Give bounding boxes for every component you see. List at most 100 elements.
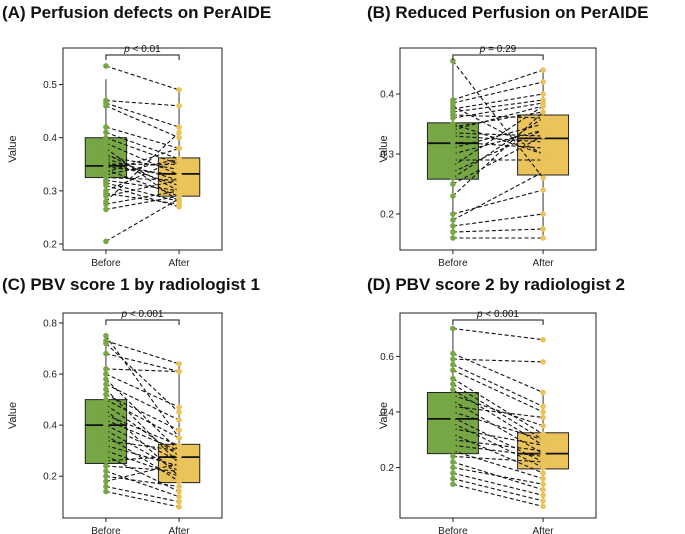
point-after xyxy=(176,361,182,367)
panel-title: (A) Perfusion defects on PerAIDE xyxy=(2,3,271,22)
plot-frame xyxy=(399,312,597,519)
point-before xyxy=(450,211,456,217)
y-tick-label: 0.6 xyxy=(43,370,57,381)
pair-line xyxy=(105,179,180,197)
point-before xyxy=(103,381,109,388)
pair-line xyxy=(452,123,544,155)
point-before xyxy=(103,332,109,339)
y-tick-label: 0.4 xyxy=(380,407,394,418)
point-before xyxy=(103,401,109,408)
pair-line xyxy=(452,328,544,341)
pair-line xyxy=(452,81,544,104)
panel-c: (C) PBV score 1 by radiologist 1 0.2 0.4 0.… xyxy=(2,275,260,534)
point-before xyxy=(103,124,109,130)
point-after xyxy=(540,109,546,115)
point-before xyxy=(103,473,109,480)
point-before xyxy=(450,453,456,460)
pair-line xyxy=(452,400,544,455)
y-tick-label: 0.4 xyxy=(43,421,57,432)
pair-line xyxy=(452,111,544,197)
point-before xyxy=(450,139,456,145)
pair-line xyxy=(452,132,544,137)
point-after xyxy=(540,436,546,443)
point-before xyxy=(103,182,109,189)
significance-bracket xyxy=(452,319,544,325)
point-before xyxy=(450,223,456,229)
point-before xyxy=(450,235,456,241)
pair-line xyxy=(105,394,180,431)
point-before xyxy=(103,134,109,141)
pair-line xyxy=(452,102,544,119)
point-after xyxy=(540,431,546,437)
point-before xyxy=(103,386,109,393)
point-before xyxy=(103,412,109,418)
point-before xyxy=(450,229,456,235)
p-value-text: < 0.001 xyxy=(483,309,520,320)
pair-line xyxy=(452,99,544,113)
p-value-text: < 0.001 xyxy=(127,309,164,320)
pair-line xyxy=(105,105,180,139)
pair-line xyxy=(452,117,544,179)
point-before xyxy=(103,103,109,109)
pair-line xyxy=(105,142,180,176)
pair-line xyxy=(452,417,544,463)
point-after xyxy=(176,196,182,202)
panel-title: (C) PBV score 1 by radiologist 1 xyxy=(2,275,260,294)
point-after xyxy=(176,129,182,136)
point-after xyxy=(540,226,546,232)
point-before xyxy=(450,367,456,374)
point-after xyxy=(176,177,182,184)
pair-line xyxy=(105,373,180,408)
pair-line xyxy=(452,369,544,413)
point-after xyxy=(540,67,546,73)
y-axis-label: Value xyxy=(378,135,390,162)
point-before xyxy=(450,151,456,157)
pair-line xyxy=(105,353,180,373)
pair-line xyxy=(105,158,180,192)
point-before xyxy=(450,464,456,471)
point-after xyxy=(540,169,546,175)
pair-line xyxy=(452,129,544,173)
pair-line xyxy=(452,433,544,474)
pair-line xyxy=(452,422,544,469)
point-before xyxy=(103,350,109,357)
point-before xyxy=(103,396,109,403)
point-before xyxy=(450,350,456,357)
point-after xyxy=(540,414,546,421)
point-before xyxy=(103,422,109,428)
point-after xyxy=(540,336,546,343)
point-after xyxy=(540,409,546,415)
point-after xyxy=(176,442,182,449)
point-before xyxy=(450,356,456,362)
point-after xyxy=(540,127,546,133)
point-before xyxy=(103,129,109,136)
point-before xyxy=(450,145,456,151)
y-tick-label: 0.2 xyxy=(43,472,57,483)
point-after xyxy=(176,172,182,178)
significance-bracket xyxy=(452,54,544,60)
pair-line xyxy=(452,444,544,457)
point-after xyxy=(540,91,546,97)
pair-line xyxy=(105,177,180,181)
point-after xyxy=(540,403,546,410)
pair-line xyxy=(105,414,180,447)
point-after xyxy=(540,211,546,217)
point-after xyxy=(176,493,182,500)
pair-line xyxy=(452,105,544,131)
point-after xyxy=(540,121,546,127)
pair-line xyxy=(105,455,180,462)
point-after xyxy=(540,359,546,365)
point-before xyxy=(103,478,109,485)
point-before xyxy=(103,391,109,398)
point-before xyxy=(450,375,456,382)
p-value: p < 0.01 xyxy=(123,44,161,55)
pair-line xyxy=(105,155,180,171)
point-before xyxy=(103,417,109,423)
y-tick-label: 0.8 xyxy=(43,319,57,330)
point-before xyxy=(450,58,456,64)
point-before xyxy=(450,217,456,223)
point-after xyxy=(540,492,546,499)
point-before xyxy=(450,361,456,368)
y-axis-label: Value xyxy=(7,402,19,429)
